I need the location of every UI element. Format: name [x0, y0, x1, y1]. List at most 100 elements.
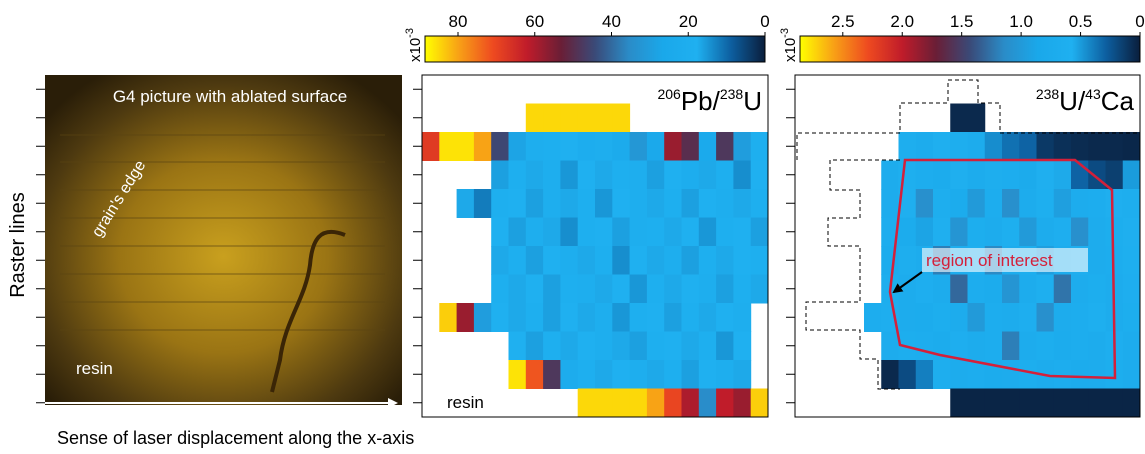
heatmap-cell	[1071, 303, 1089, 332]
heatmap-cell	[508, 274, 527, 304]
heatmap-cell	[950, 303, 968, 332]
heatmap-cell	[716, 160, 734, 190]
heatmap-cell	[1053, 303, 1072, 332]
heatmap-cell	[1036, 331, 1055, 361]
heatmap-cell	[1053, 132, 1072, 161]
heatmap-cell	[491, 132, 509, 161]
heatmap-cell	[1088, 360, 1106, 389]
heatmap-cell	[1036, 388, 1055, 418]
heatmap-cell	[473, 132, 492, 161]
panel-label-part: U	[743, 86, 762, 116]
heatmap-cell	[612, 246, 631, 275]
heatmap-cell	[1002, 160, 1020, 190]
heatmap-cell	[646, 132, 665, 161]
heatmap-cell	[733, 274, 752, 304]
heatmap-cell	[950, 331, 968, 361]
heatmap-cell	[716, 331, 734, 361]
heatmap-cell	[1002, 360, 1020, 389]
heatmap-cell	[577, 274, 596, 304]
heatmap-cell	[1122, 217, 1141, 247]
heatmap-cell	[1019, 217, 1037, 247]
heatmap-cell	[1002, 217, 1020, 247]
panel-label-part: Pb/	[681, 86, 721, 116]
annotation-arrow	[892, 271, 923, 294]
heatmap-cell	[543, 360, 561, 389]
heatmap-cell	[612, 160, 631, 190]
heatmap-cell	[681, 217, 700, 247]
heatmap-cell	[967, 274, 986, 304]
heatmap-cell	[1019, 189, 1037, 218]
heatmap-cell	[1036, 160, 1055, 190]
heatmap-cell	[698, 132, 717, 161]
heatmap-cell	[646, 217, 665, 247]
heatmap-cell	[595, 217, 613, 247]
panel-label-part: 238	[720, 86, 744, 102]
heatmap-cell	[1122, 246, 1141, 275]
heatmap-cell	[525, 303, 544, 332]
heatmap-cell	[1053, 217, 1072, 247]
heatmap-cell	[439, 132, 458, 161]
heatmap-cell	[543, 217, 561, 247]
heatmap-cell	[629, 388, 648, 418]
heatmap-cell	[664, 217, 682, 247]
heatmap-cell	[1036, 189, 1055, 218]
annotation: resin	[447, 393, 484, 412]
heatmap-cell	[664, 360, 682, 389]
heatmap-cell	[933, 274, 951, 304]
heatmap-cell	[967, 103, 986, 133]
heatmap-cell	[733, 388, 752, 418]
heatmap-cell	[933, 189, 951, 218]
heatmap-cell	[525, 331, 544, 361]
heatmap-cell	[1071, 331, 1089, 361]
heatmap-cell	[967, 388, 986, 418]
heatmap-cell	[629, 217, 648, 247]
colorbar-scale-base: x10	[782, 38, 799, 62]
heatmap-cell	[1088, 274, 1106, 304]
heatmap-cell	[1071, 217, 1089, 247]
heatmap-cell	[595, 360, 613, 389]
heatmap-cell	[1122, 132, 1141, 161]
heatmap-cell	[595, 274, 613, 304]
heatmap-cell	[967, 132, 986, 161]
heatmap-cell	[491, 274, 509, 304]
heatmap-cell	[681, 189, 700, 218]
heatmap-cell	[967, 331, 986, 361]
heatmap-cell	[508, 160, 527, 190]
heatmap-cell	[698, 189, 717, 218]
heatmap-cell	[664, 331, 682, 361]
heatmap-cell	[950, 132, 968, 161]
panel-label-part: Ca	[1101, 86, 1135, 116]
heatmap-cell	[915, 303, 934, 332]
heatmap-cell	[595, 160, 613, 190]
heatmap-cell	[898, 360, 917, 389]
heatmap-cell	[1088, 246, 1106, 275]
heatmap-cell	[1019, 160, 1037, 190]
heatmap-cell	[595, 388, 613, 418]
heatmap-cell	[577, 246, 596, 275]
heatmap-cell	[560, 360, 579, 389]
heatmap-cell	[950, 160, 968, 190]
panel-label-part: 206	[657, 86, 681, 102]
heatmap-cell	[456, 189, 475, 218]
heatmap-cell	[950, 189, 968, 218]
colorbar-tick-label: 80	[449, 12, 468, 31]
heatmap-cell	[1122, 360, 1141, 389]
heatmap-cell	[716, 303, 734, 332]
heatmap-cell	[1053, 274, 1072, 304]
heatmap-cell	[646, 303, 665, 332]
heatmap-cell	[750, 132, 769, 161]
heatmap-cell	[881, 246, 899, 275]
heatmap-cell	[439, 303, 458, 332]
heatmap-cell	[543, 246, 561, 275]
heatmap-cell	[560, 189, 579, 218]
heatmap-cell	[933, 160, 951, 190]
heatmap-cell	[595, 246, 613, 275]
heatmap-cell	[1088, 189, 1106, 218]
colorbar-tick-label: 2.5	[831, 12, 855, 31]
colorbar-scale-base: x10	[407, 38, 424, 62]
heatmap-cell	[915, 274, 934, 304]
heatmap-cell	[750, 246, 769, 275]
heatmap-cell	[1122, 160, 1141, 190]
heatmap-cell	[881, 331, 899, 361]
heatmap-cell	[733, 217, 752, 247]
